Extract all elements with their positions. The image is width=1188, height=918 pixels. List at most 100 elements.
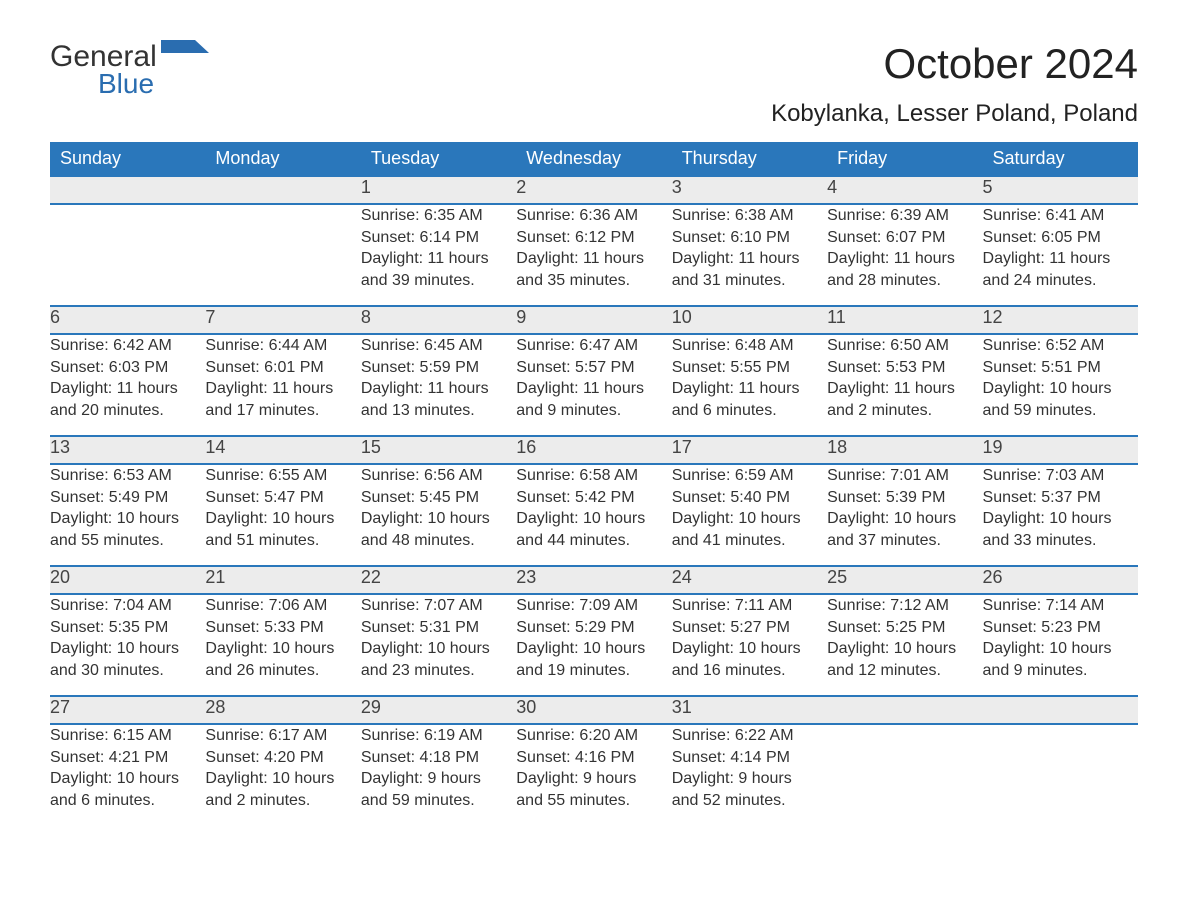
day-content-cell: Sunrise: 7:03 AMSunset: 5:37 PMDaylight:…: [983, 464, 1138, 566]
day-header: Sunday: [50, 142, 205, 176]
daylight-text: Daylight: 11 hours: [205, 378, 360, 400]
daylight-text: and 19 minutes.: [516, 660, 671, 682]
daylight-text: and 24 minutes.: [983, 270, 1138, 292]
day-number-cell: 2: [516, 176, 671, 204]
daylight-text: and 30 minutes.: [50, 660, 205, 682]
daynum-row: 20212223242526: [50, 566, 1138, 594]
day-content-cell: Sunrise: 6:52 AMSunset: 5:51 PMDaylight:…: [983, 334, 1138, 436]
sunrise-text: Sunrise: 6:48 AM: [672, 335, 827, 357]
sunrise-text: Sunrise: 7:14 AM: [983, 595, 1138, 617]
day-number-cell: 25: [827, 566, 982, 594]
day-content-cell: Sunrise: 7:14 AMSunset: 5:23 PMDaylight:…: [983, 594, 1138, 696]
sunrise-text: Sunrise: 6:15 AM: [50, 725, 205, 747]
day-number: 8: [361, 307, 371, 327]
daylight-text: and 51 minutes.: [205, 530, 360, 552]
daylight-text: and 26 minutes.: [205, 660, 360, 682]
day-number: 29: [361, 697, 381, 717]
day-content-cell: Sunrise: 6:36 AMSunset: 6:12 PMDaylight:…: [516, 204, 671, 306]
day-number-cell: 30: [516, 696, 671, 724]
sunset-text: Sunset: 6:07 PM: [827, 227, 982, 249]
daylight-text: Daylight: 10 hours: [827, 508, 982, 530]
daylight-text: Daylight: 11 hours: [361, 248, 516, 270]
day-number: 19: [983, 437, 1003, 457]
daylight-text: Daylight: 10 hours: [827, 638, 982, 660]
day-number: 18: [827, 437, 847, 457]
day-content-cell: Sunrise: 7:01 AMSunset: 5:39 PMDaylight:…: [827, 464, 982, 566]
daylight-text: and 13 minutes.: [361, 400, 516, 422]
day-number-cell: 28: [205, 696, 360, 724]
day-content-cell: Sunrise: 6:58 AMSunset: 5:42 PMDaylight:…: [516, 464, 671, 566]
sunset-text: Sunset: 6:03 PM: [50, 357, 205, 379]
daylight-text: and 55 minutes.: [516, 790, 671, 812]
day-content-cell: Sunrise: 7:06 AMSunset: 5:33 PMDaylight:…: [205, 594, 360, 696]
day-content-cell: Sunrise: 6:38 AMSunset: 6:10 PMDaylight:…: [672, 204, 827, 306]
content-row: Sunrise: 6:15 AMSunset: 4:21 PMDaylight:…: [50, 724, 1138, 826]
day-number: 2: [516, 177, 526, 197]
daylight-text: and 39 minutes.: [361, 270, 516, 292]
day-number-cell: 5: [983, 176, 1138, 204]
day-number-cell: 13: [50, 436, 205, 464]
daylight-text: Daylight: 11 hours: [50, 378, 205, 400]
location-subtitle: Kobylanka, Lesser Poland, Poland: [771, 100, 1138, 128]
sunset-text: Sunset: 6:14 PM: [361, 227, 516, 249]
day-number: 6: [50, 307, 60, 327]
sunrise-text: Sunrise: 7:03 AM: [983, 465, 1138, 487]
sunset-text: Sunset: 5:45 PM: [361, 487, 516, 509]
sunset-text: Sunset: 5:29 PM: [516, 617, 671, 639]
sunrise-text: Sunrise: 6:22 AM: [672, 725, 827, 747]
day-number-cell: 15: [361, 436, 516, 464]
sunrise-text: Sunrise: 6:53 AM: [50, 465, 205, 487]
day-number: 17: [672, 437, 692, 457]
sunrise-text: Sunrise: 6:59 AM: [672, 465, 827, 487]
content-row: Sunrise: 7:04 AMSunset: 5:35 PMDaylight:…: [50, 594, 1138, 696]
day-content-cell: Sunrise: 6:35 AMSunset: 6:14 PMDaylight:…: [361, 204, 516, 306]
sunrise-text: Sunrise: 6:56 AM: [361, 465, 516, 487]
sunrise-text: Sunrise: 6:42 AM: [50, 335, 205, 357]
logo: General Blue: [50, 40, 209, 100]
calendar-table: Sunday Monday Tuesday Wednesday Thursday…: [50, 142, 1138, 826]
daylight-text: Daylight: 10 hours: [516, 638, 671, 660]
daylight-text: and 41 minutes.: [672, 530, 827, 552]
daylight-text: and 16 minutes.: [672, 660, 827, 682]
daylight-text: and 48 minutes.: [361, 530, 516, 552]
day-number-cell: 12: [983, 306, 1138, 334]
sunrise-text: Sunrise: 7:06 AM: [205, 595, 360, 617]
daylight-text: Daylight: 10 hours: [672, 638, 827, 660]
sunrise-text: Sunrise: 7:09 AM: [516, 595, 671, 617]
sunset-text: Sunset: 5:47 PM: [205, 487, 360, 509]
day-number: 5: [983, 177, 993, 197]
day-content-cell: Sunrise: 6:44 AMSunset: 6:01 PMDaylight:…: [205, 334, 360, 436]
day-content-cell: Sunrise: 6:41 AMSunset: 6:05 PMDaylight:…: [983, 204, 1138, 306]
daylight-text: and 12 minutes.: [827, 660, 982, 682]
daynum-row: 12345: [50, 176, 1138, 204]
day-number-cell: 9: [516, 306, 671, 334]
day-number-cell: 3: [672, 176, 827, 204]
day-number: 20: [50, 567, 70, 587]
day-number-cell: 14: [205, 436, 360, 464]
daylight-text: and 9 minutes.: [516, 400, 671, 422]
day-number: 25: [827, 567, 847, 587]
content-row: Sunrise: 6:42 AMSunset: 6:03 PMDaylight:…: [50, 334, 1138, 436]
daylight-text: Daylight: 10 hours: [983, 378, 1138, 400]
content-row: Sunrise: 6:35 AMSunset: 6:14 PMDaylight:…: [50, 204, 1138, 306]
sunrise-text: Sunrise: 6:17 AM: [205, 725, 360, 747]
daylight-text: and 52 minutes.: [672, 790, 827, 812]
day-number: 16: [516, 437, 536, 457]
day-content-cell: Sunrise: 6:17 AMSunset: 4:20 PMDaylight:…: [205, 724, 360, 826]
day-number: 26: [983, 567, 1003, 587]
day-content-cell: Sunrise: 6:59 AMSunset: 5:40 PMDaylight:…: [672, 464, 827, 566]
sunrise-text: Sunrise: 6:44 AM: [205, 335, 360, 357]
sunrise-text: Sunrise: 6:36 AM: [516, 205, 671, 227]
daylight-text: and 59 minutes.: [983, 400, 1138, 422]
day-content-cell: [50, 204, 205, 306]
daylight-text: and 2 minutes.: [827, 400, 982, 422]
sunset-text: Sunset: 5:27 PM: [672, 617, 827, 639]
sunset-text: Sunset: 4:14 PM: [672, 747, 827, 769]
daylight-text: and 33 minutes.: [983, 530, 1138, 552]
daylight-text: Daylight: 11 hours: [361, 378, 516, 400]
sunset-text: Sunset: 6:12 PM: [516, 227, 671, 249]
sunrise-text: Sunrise: 7:07 AM: [361, 595, 516, 617]
daylight-text: Daylight: 10 hours: [672, 508, 827, 530]
sunrise-text: Sunrise: 6:52 AM: [983, 335, 1138, 357]
day-content-cell: Sunrise: 6:42 AMSunset: 6:03 PMDaylight:…: [50, 334, 205, 436]
